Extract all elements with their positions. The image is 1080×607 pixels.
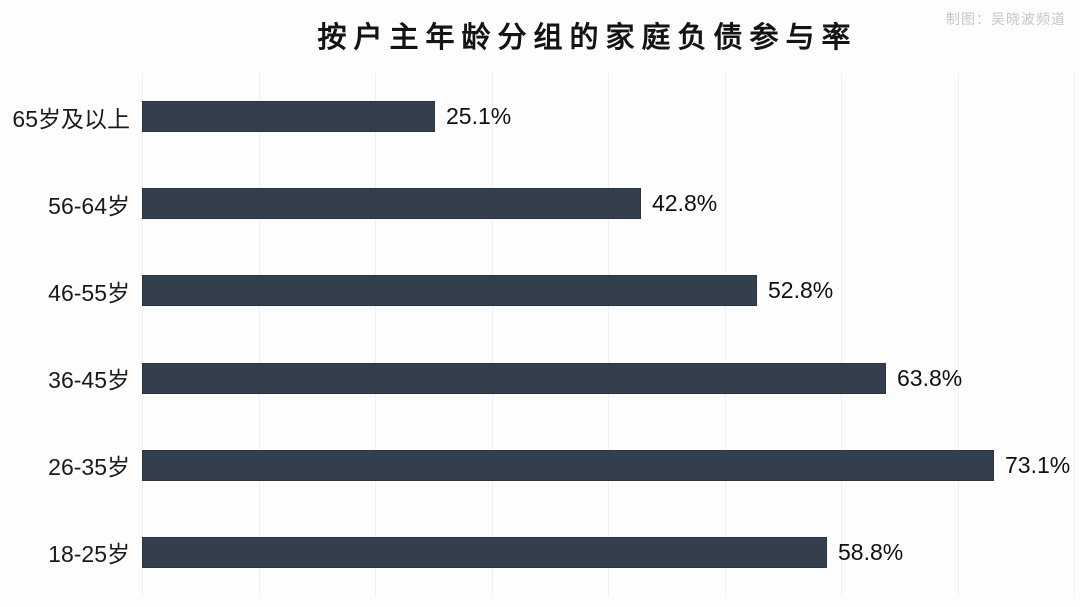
category-label: 56-64岁 <box>48 192 130 219</box>
credit-label: 制图：吴晓波频道 <box>946 11 1066 27</box>
bar <box>142 536 827 568</box>
category-label: 65岁及以上 <box>12 105 130 132</box>
bar <box>142 362 886 394</box>
gridline <box>841 73 843 596</box>
gridline <box>142 73 143 596</box>
bar-row: 46-55岁 52.8% <box>0 247 1080 334</box>
bar <box>142 449 994 481</box>
bar-row: 65岁及以上 25.1% <box>0 73 1080 160</box>
gridline <box>957 73 959 596</box>
category-label: 26-35岁 <box>48 454 130 481</box>
value-label: 52.8% <box>768 277 834 304</box>
bar-rows: 65岁及以上 25.1% 56-64岁 42.8% 46-55岁 52.8% 3… <box>0 73 1080 596</box>
bar <box>142 101 435 133</box>
value-label: 25.1% <box>446 103 512 130</box>
plot-area: 65岁及以上 25.1% 56-64岁 42.8% 46-55岁 52.8% 3… <box>0 73 1080 596</box>
value-label: 63.8% <box>897 364 963 391</box>
gridline <box>1074 73 1076 596</box>
gridlines <box>0 73 1080 596</box>
value-label: 73.1% <box>1005 451 1071 478</box>
gridline <box>375 73 377 596</box>
category-label: 18-25岁 <box>48 541 130 568</box>
gridline <box>491 73 493 596</box>
bar <box>142 275 757 307</box>
bar <box>142 188 641 220</box>
bar-row: 56-64岁 42.8% <box>0 160 1080 247</box>
category-label: 36-45岁 <box>48 367 130 394</box>
bar-row: 36-45岁 63.8% <box>0 335 1080 422</box>
gridline <box>258 73 260 596</box>
gridline <box>608 73 610 596</box>
bar-row: 26-35岁 73.1% <box>0 422 1080 509</box>
value-label: 42.8% <box>652 190 718 217</box>
gridline <box>724 73 726 596</box>
value-label: 58.8% <box>838 538 904 565</box>
bar-row: 18-25岁 58.8% <box>0 509 1080 596</box>
category-label: 46-55岁 <box>48 279 130 306</box>
chart-title: 按户主年龄分组的家庭负债参与率 <box>317 22 858 54</box>
